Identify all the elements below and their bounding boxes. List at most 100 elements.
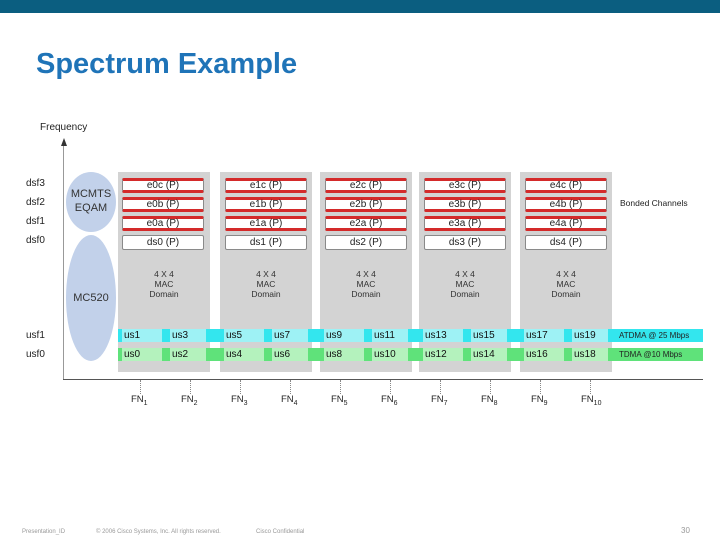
bonded-channel-cell: e1a (P) [225,216,307,231]
fn-tick [490,380,491,394]
fn-tick [540,380,541,394]
mac-domain-panel: e0c (P) e0b (P) e0a (P) ds0 (P) 4 X 4 MA… [118,172,210,372]
fiber-node-label: FN4 [281,394,298,407]
page-number: 30 [681,526,690,535]
slide-title: Spectrum Example [36,48,298,80]
us-channel-cell: us19 [572,329,608,342]
domain-mac-label: MAC [256,279,276,289]
bonded-channel-cell: e2c (P) [325,178,407,193]
bonded-channel-cell: e4c (P) [525,178,607,193]
mac-domain-panel: e4c (P) e4b (P) e4a (P) ds4 (P) 4 X 4 MA… [520,172,612,372]
bonded-channel-cell: e1c (P) [225,178,307,193]
footer-copyright: © 2006 Cisco Systems, Inc. All rights re… [96,529,221,535]
bonded-channel-cell: e3b (P) [424,197,506,212]
domain-word-label: Domain [551,289,581,299]
bonded-channel-cell: e4a (P) [525,216,607,231]
us-channel-cell: us6 [272,348,308,361]
bonded-channel-cell: e2b (P) [325,197,407,212]
footer-presentation-id: Presentation_ID [22,529,66,535]
label-dsf3: dsf3 [26,178,45,189]
us-channel-cell: us2 [170,348,206,361]
eqam-label: EQAM [74,202,108,214]
cmts-label: MCMTS [70,188,112,200]
mc520-ellipse [66,235,116,361]
mac-domain-panel: e1c (P) e1b (P) e1a (P) ds1 (P) 4 X 4 MA… [220,172,312,372]
label-dsf1: dsf1 [26,216,45,227]
primary-channel-cell: ds0 (P) [122,235,204,250]
bonded-channel-cell: e2a (P) [325,216,407,231]
footer-confidential: Cisco Confidential [256,529,305,535]
domain-size-label: 4 X 4 [154,269,174,279]
domain-mac-label: MAC [455,279,475,289]
primary-channel-cell: ds1 (P) [225,235,307,250]
fiber-node-label: FN8 [481,394,498,407]
cmts-eqam-ellipse [66,172,116,232]
mc520-label: MC520 [73,292,109,304]
us-channel-cell: us5 [224,329,264,342]
fiber-node-label: FN6 [381,394,398,407]
us-channel-cell: us11 [372,329,408,342]
domain-word-label: Domain [251,289,281,299]
bonded-channel-cell: e4b (P) [525,197,607,212]
mac-domain-panel: e3c (P) e3b (P) e3a (P) ds3 (P) 4 X 4 MA… [419,172,511,372]
primary-channel-cell: ds3 (P) [424,235,506,250]
us-channel-cell: us17 [524,329,564,342]
domain-size-label: 4 X 4 [455,269,475,279]
bonded-channel-cell: e0a (P) [122,216,204,231]
us-channel-cell: us15 [471,329,507,342]
us-channel-cell: us0 [122,348,162,361]
bonded-channel-cell: e3c (P) [424,178,506,193]
fiber-node-label: FN5 [331,394,348,407]
domain-word-label: Domain [149,289,179,299]
bonded-channel-cell: e1b (P) [225,197,307,212]
fiber-node-label: FN3 [231,394,248,407]
frequency-axis-label: Frequency [40,122,88,133]
us-channel-cell: us12 [423,348,463,361]
fn-tick [240,380,241,394]
fn-tick [190,380,191,394]
fn-tick [390,380,391,394]
label-usf0: usf0 [26,349,45,360]
us-channel-cell: us4 [224,348,264,361]
fiber-node-label: FN10 [581,394,602,407]
top-bar [0,0,720,13]
usf1-note: ATDMA @ 25 Mbps [619,331,690,340]
us-channel-cell: us13 [423,329,463,342]
label-usf1: usf1 [26,330,45,341]
fiber-node-label: FN9 [531,394,548,407]
label-dsf0: dsf0 [26,235,45,246]
domain-size-label: 4 X 4 [256,269,276,279]
us-channel-cell: us8 [324,348,364,361]
us-channel-cell: us7 [272,329,308,342]
us-channel-cell: us1 [122,329,162,342]
domain-size-label: 4 X 4 [556,269,576,279]
axis-arrow-icon [61,138,67,146]
us-channel-cell: us18 [572,348,608,361]
bonded-channel-cell: e3a (P) [424,216,506,231]
us-channel-cell: us14 [471,348,507,361]
domain-size-label: 4 X 4 [356,269,376,279]
bonded-channel-cell: e0b (P) [122,197,204,212]
us-channel-cell: us3 [170,329,206,342]
domain-word-label: Domain [450,289,480,299]
bonded-channel-cell: e0c (P) [122,178,204,193]
usf0-note: TDMA @10 Mbps [619,350,683,359]
us-channel-cell: us16 [524,348,564,361]
fiber-node-label: FN2 [181,394,198,407]
bonded-channels-label: Bonded Channels [620,198,688,208]
us-channel-cell: us10 [372,348,408,361]
fiber-node-label: FN1 [131,394,148,407]
fn-tick [340,380,341,394]
domain-word-label: Domain [351,289,381,299]
primary-channel-cell: ds2 (P) [325,235,407,250]
fiber-node-label: FN7 [431,394,448,407]
domain-mac-label: MAC [356,279,376,289]
horizontal-axis [63,379,703,380]
mac-domain-panel: e2c (P) e2b (P) e2a (P) ds2 (P) 4 X 4 MA… [320,172,412,372]
fn-tick [140,380,141,394]
fn-tick [290,380,291,394]
fn-tick [590,380,591,394]
us-channel-cell: us9 [324,329,364,342]
label-dsf2: dsf2 [26,197,45,208]
domain-mac-label: MAC [154,279,174,289]
